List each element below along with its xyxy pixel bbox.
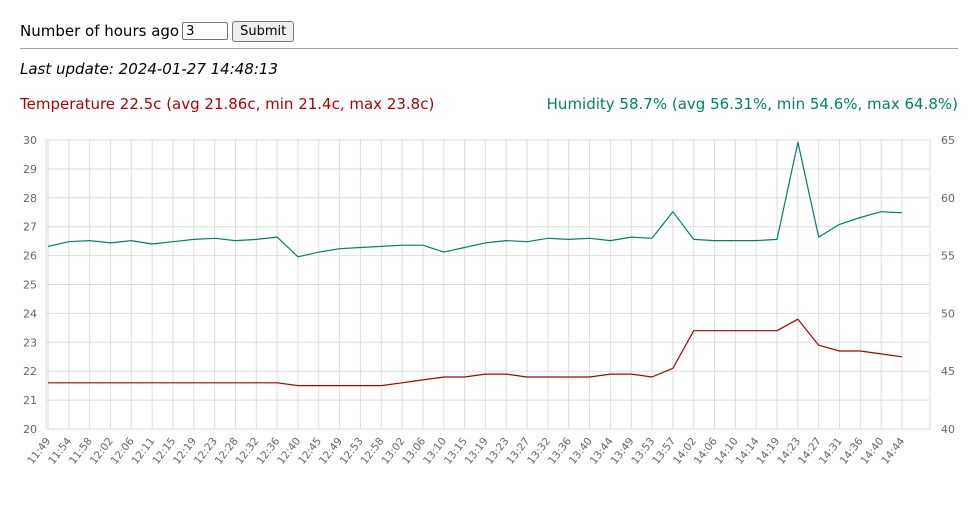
y-left-tick-label: 29 [23,163,37,176]
y-left-tick-label: 26 [23,250,37,263]
y-left-tick-label: 22 [23,365,37,378]
y-right-tick-label: 55 [941,250,955,263]
y-right-tick-label: 65 [941,134,955,147]
y-right-tick-label: 40 [941,423,955,436]
y-left-tick-label: 30 [23,134,37,147]
y-left-tick-label: 20 [23,423,37,436]
divider [20,48,958,49]
y-left-tick-label: 27 [23,221,37,234]
last-update: Last update: 2024-01-27 14:48:13 [20,60,278,78]
temperature-line [48,318,903,387]
hours-input[interactable] [182,22,229,40]
hours-form: Number of hours ago Submit [20,20,295,42]
temperature-summary: Temperature 22.5c (avg 21.86c, min 21.4c… [20,95,435,113]
y-left-tick-label: 21 [23,394,37,407]
submit-button[interactable]: Submit [232,20,295,42]
humidity-line [47,141,903,258]
y-right-tick-label: 45 [941,365,955,378]
y-left-tick-label: 23 [23,336,37,349]
hours-label: Number of hours ago [20,22,180,40]
y-left-tick-label: 28 [23,192,37,205]
humidity-summary: Humidity 58.7% (avg 56.31%, min 54.6%, m… [546,95,958,113]
y-left-tick-label: 24 [23,307,37,320]
y-right-tick-label: 50 [941,307,955,320]
y-right-tick-label: 60 [941,192,955,205]
x-tick-label: 14:44 [879,435,907,466]
y-left-tick-label: 25 [23,279,37,292]
